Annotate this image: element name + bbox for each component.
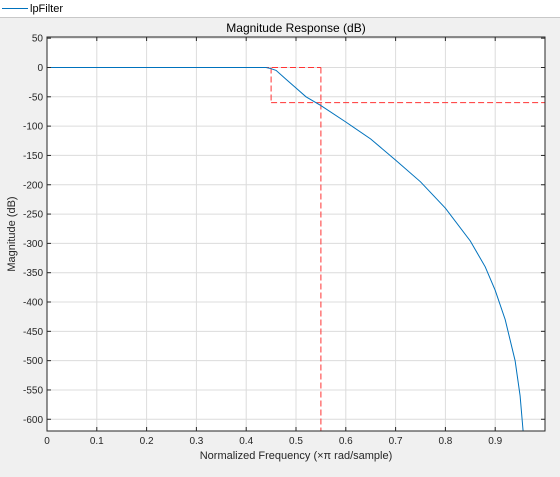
chart-title: Magnitude Response (dB): [226, 21, 365, 35]
x-tick-label: 0.3: [189, 436, 203, 447]
x-tick-label: 0.6: [339, 436, 353, 447]
y-tick-label: 0: [37, 63, 43, 74]
x-axis-title: Normalized Frequency (×π rad/sample): [200, 450, 393, 462]
magnitude-response-chart: Magnitude Response (dB) Magnitude (dB) N…: [6, 21, 546, 462]
x-tick-label: 0.2: [140, 436, 154, 447]
y-axis-title: Magnitude (dB): [6, 196, 18, 271]
x-tick-label: 0.8: [438, 436, 452, 447]
x-tick-label: 0.5: [289, 436, 303, 447]
legend-line-swatch: [2, 8, 28, 9]
x-tick-label: 0.4: [239, 436, 253, 447]
y-tick-label: -200: [23, 180, 43, 191]
x-tick-label: 0: [44, 436, 50, 447]
y-tick-label: -450: [23, 327, 43, 338]
y-tick-label: -350: [23, 268, 43, 279]
y-tick-label: -550: [23, 385, 43, 396]
x-tick-label: 0.1: [90, 436, 104, 447]
y-tick-label: -400: [23, 298, 43, 309]
legend-label: lpFilter: [30, 2, 64, 15]
x-tick-label: 0.9: [488, 436, 502, 447]
y-tick-label: 50: [32, 34, 44, 45]
x-tick-label: 0.7: [389, 436, 403, 447]
y-tick-label: -600: [23, 415, 43, 426]
legend-bar: lpFilter: [0, 0, 560, 18]
plot-area[interactable]: [46, 36, 546, 432]
y-tick-label: -50: [29, 92, 44, 103]
legend-entry-lpfilter[interactable]: lpFilter: [2, 1, 63, 16]
y-tick-label: -150: [23, 151, 43, 162]
y-tick-label: -250: [23, 210, 43, 221]
y-tick-label: -500: [23, 356, 43, 367]
series-line-lpfilter: [47, 67, 524, 432]
y-tick-label: -100: [23, 122, 43, 133]
y-tick-label: -300: [23, 239, 43, 250]
